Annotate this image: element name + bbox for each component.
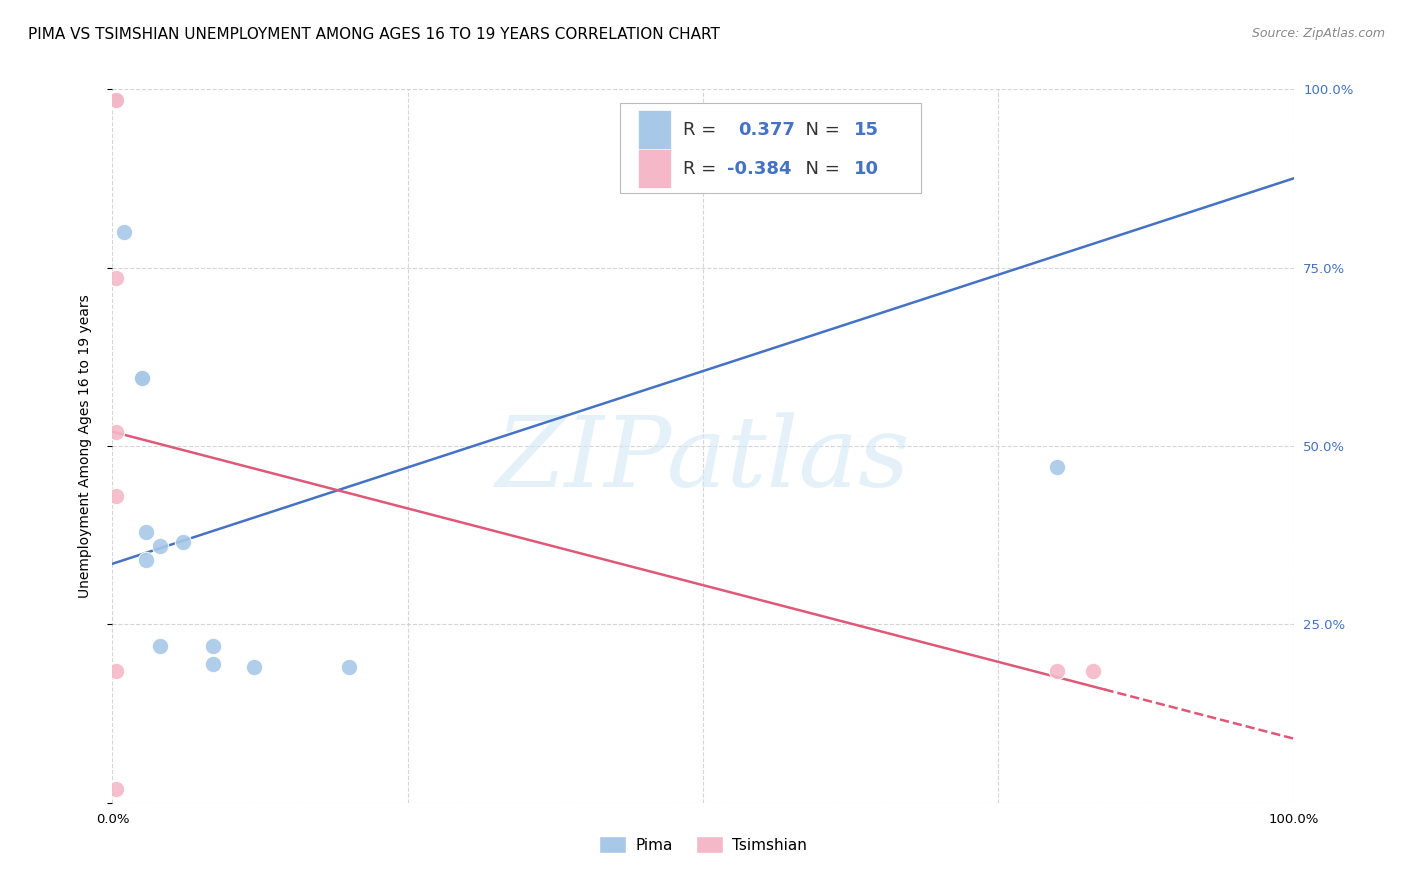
Text: Source: ZipAtlas.com: Source: ZipAtlas.com: [1251, 27, 1385, 40]
Point: [135, 553, 157, 567]
Point: [105, 93, 128, 107]
Point: [337, 660, 360, 674]
Point: [105, 781, 128, 796]
Point: [131, 371, 153, 385]
Point: [105, 93, 128, 107]
FancyBboxPatch shape: [620, 103, 921, 193]
Point: [201, 657, 224, 671]
Point: [105, 425, 128, 439]
FancyBboxPatch shape: [638, 149, 671, 188]
Point: [149, 639, 172, 653]
Point: [172, 535, 194, 549]
Point: [105, 93, 128, 107]
Text: 0.377: 0.377: [738, 121, 796, 139]
Text: ZIPatlas: ZIPatlas: [496, 413, 910, 508]
FancyBboxPatch shape: [638, 111, 671, 150]
Text: N =: N =: [794, 160, 845, 178]
Point: [105, 489, 128, 503]
Text: R =: R =: [683, 121, 721, 139]
Point: [105, 93, 128, 107]
Point: [1046, 460, 1069, 475]
Text: R =: R =: [683, 160, 721, 178]
Point: [1046, 664, 1069, 678]
Point: [1081, 664, 1104, 678]
Text: N =: N =: [794, 121, 845, 139]
Point: [131, 371, 153, 385]
Point: [135, 524, 157, 539]
Text: -0.384: -0.384: [727, 160, 792, 178]
Legend: Pima, Tsimshian: Pima, Tsimshian: [593, 830, 813, 859]
Y-axis label: Unemployment Among Ages 16 to 19 years: Unemployment Among Ages 16 to 19 years: [77, 294, 91, 598]
Point: [149, 539, 172, 553]
Text: 15: 15: [855, 121, 879, 139]
Point: [243, 660, 266, 674]
Point: [112, 225, 135, 239]
Point: [105, 664, 128, 678]
Point: [105, 271, 128, 285]
Text: PIMA VS TSIMSHIAN UNEMPLOYMENT AMONG AGES 16 TO 19 YEARS CORRELATION CHART: PIMA VS TSIMSHIAN UNEMPLOYMENT AMONG AGE…: [28, 27, 720, 42]
Point: [105, 93, 128, 107]
Point: [201, 639, 224, 653]
Text: 10: 10: [855, 160, 879, 178]
